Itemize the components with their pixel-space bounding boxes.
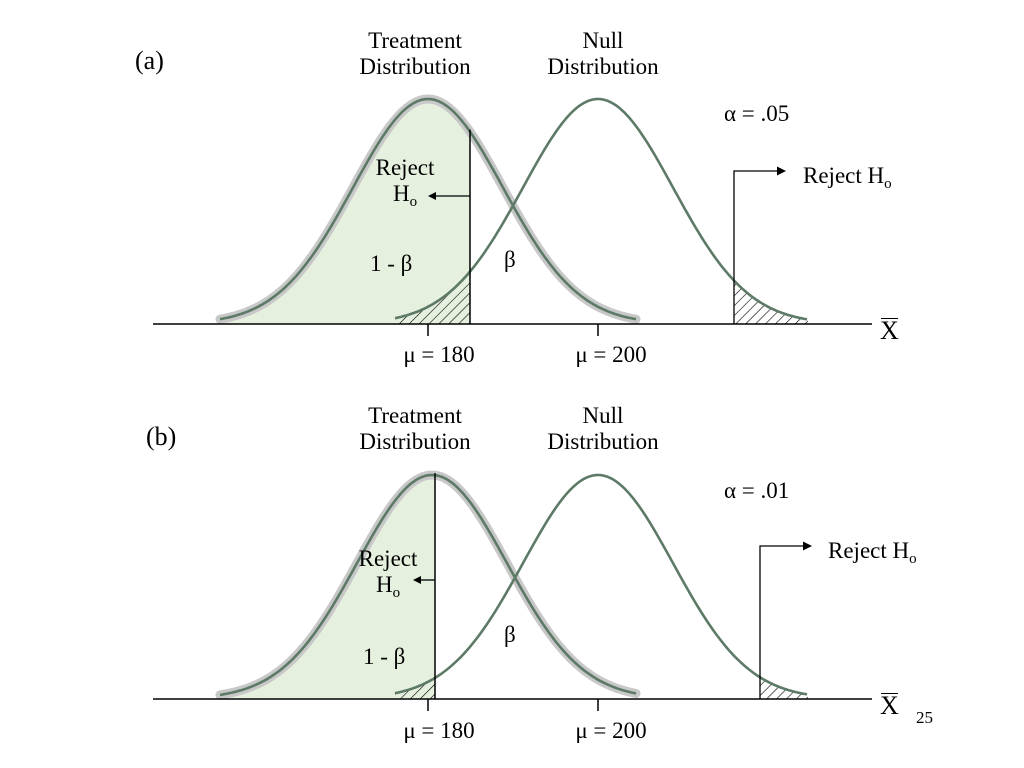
panel-a-reject-right: Reject Ho bbox=[803, 163, 892, 192]
panel-b-reject-left-line2: Ho bbox=[375, 572, 401, 602]
panel-a-treatment-label-line2: Distribution bbox=[359, 54, 471, 80]
slide-number: 25 bbox=[916, 708, 933, 727]
panel-b-null-label-line1: Null bbox=[582, 403, 624, 428]
panel-b-mu-treatment: μ = 180 bbox=[403, 718, 475, 743]
panel-b-reject-right: Reject Ho bbox=[828, 538, 917, 567]
panel-a-power-region bbox=[220, 99, 470, 324]
panel-b-alpha-region bbox=[760, 677, 808, 699]
panel-a-alpha-region bbox=[734, 280, 808, 324]
panel-a-null-label-line1: Null bbox=[582, 28, 624, 53]
panel-a-treatment-label: Treatment Distribution bbox=[359, 28, 470, 81]
panel-a-mu-null: μ = 200 bbox=[575, 342, 647, 367]
panel-b-power-region bbox=[220, 475, 435, 699]
panel-a-reject-right-line bbox=[733, 170, 778, 324]
panel-b-reject-right-line bbox=[759, 545, 804, 699]
panel-a-alpha: α = .05 bbox=[724, 101, 790, 126]
panel-a-beta-label: β bbox=[504, 247, 516, 272]
panel-a-left-tail-hatch bbox=[395, 271, 470, 324]
panel-a-reject-left-arrowhead bbox=[428, 192, 436, 200]
panel-a-reject-right-arrowhead bbox=[777, 166, 786, 176]
panel-a-reject-left-line1: Reject bbox=[375, 155, 435, 180]
panel-b-axis-label: X bbox=[880, 691, 899, 720]
panel-b-alpha: α = .01 bbox=[724, 478, 790, 503]
panel-b-mu-null: μ = 200 bbox=[575, 718, 647, 743]
panel-b-treatment-label-line2: Distribution bbox=[359, 429, 471, 455]
panel-b-reject-right-arrowhead bbox=[803, 541, 812, 551]
panel-a-power-label: 1 - β bbox=[370, 251, 413, 276]
panel-b-beta-label: β bbox=[504, 622, 516, 647]
panel-a-reject-left-line2: Ho bbox=[392, 181, 418, 211]
panel-a-treatment-curve bbox=[219, 97, 637, 321]
panel-a-null-curve bbox=[394, 97, 808, 321]
panel-b-null-curve bbox=[394, 473, 808, 696]
panel-b-treatment-label-line1: Treatment bbox=[368, 403, 462, 428]
panel-a-graphics bbox=[153, 94, 872, 336]
panel-a-null-label-line2: Distribution bbox=[547, 54, 659, 80]
panel-b-graphics bbox=[153, 470, 872, 711]
panel-a-axis-label: X bbox=[880, 316, 899, 345]
panel-a-mu-treatment: μ = 180 bbox=[403, 342, 475, 367]
panel-b-tag: (b) bbox=[146, 422, 177, 451]
panel-a-tag: (a) bbox=[135, 46, 164, 75]
panel-b-reject-left-arrowhead bbox=[413, 576, 421, 584]
panel-b-power-label: 1 - β bbox=[363, 644, 406, 669]
panel-b-treatment-label: Treatment Distribution bbox=[359, 403, 470, 456]
panel-b-null-label: Null Distribution bbox=[547, 403, 658, 456]
panel-a-reject-left: Reject Ho bbox=[376, 155, 435, 212]
panel-b-reject-left-line1: Reject bbox=[358, 546, 418, 571]
panel-a-treatment-label-line1: Treatment bbox=[368, 28, 462, 53]
panel-b-reject-left: Reject Ho bbox=[359, 546, 418, 603]
panel-b-null-label-line2: Distribution bbox=[547, 429, 659, 455]
panel-a-null-label: Null Distribution bbox=[547, 28, 658, 81]
panel-b-treatment-curve bbox=[219, 473, 637, 697]
